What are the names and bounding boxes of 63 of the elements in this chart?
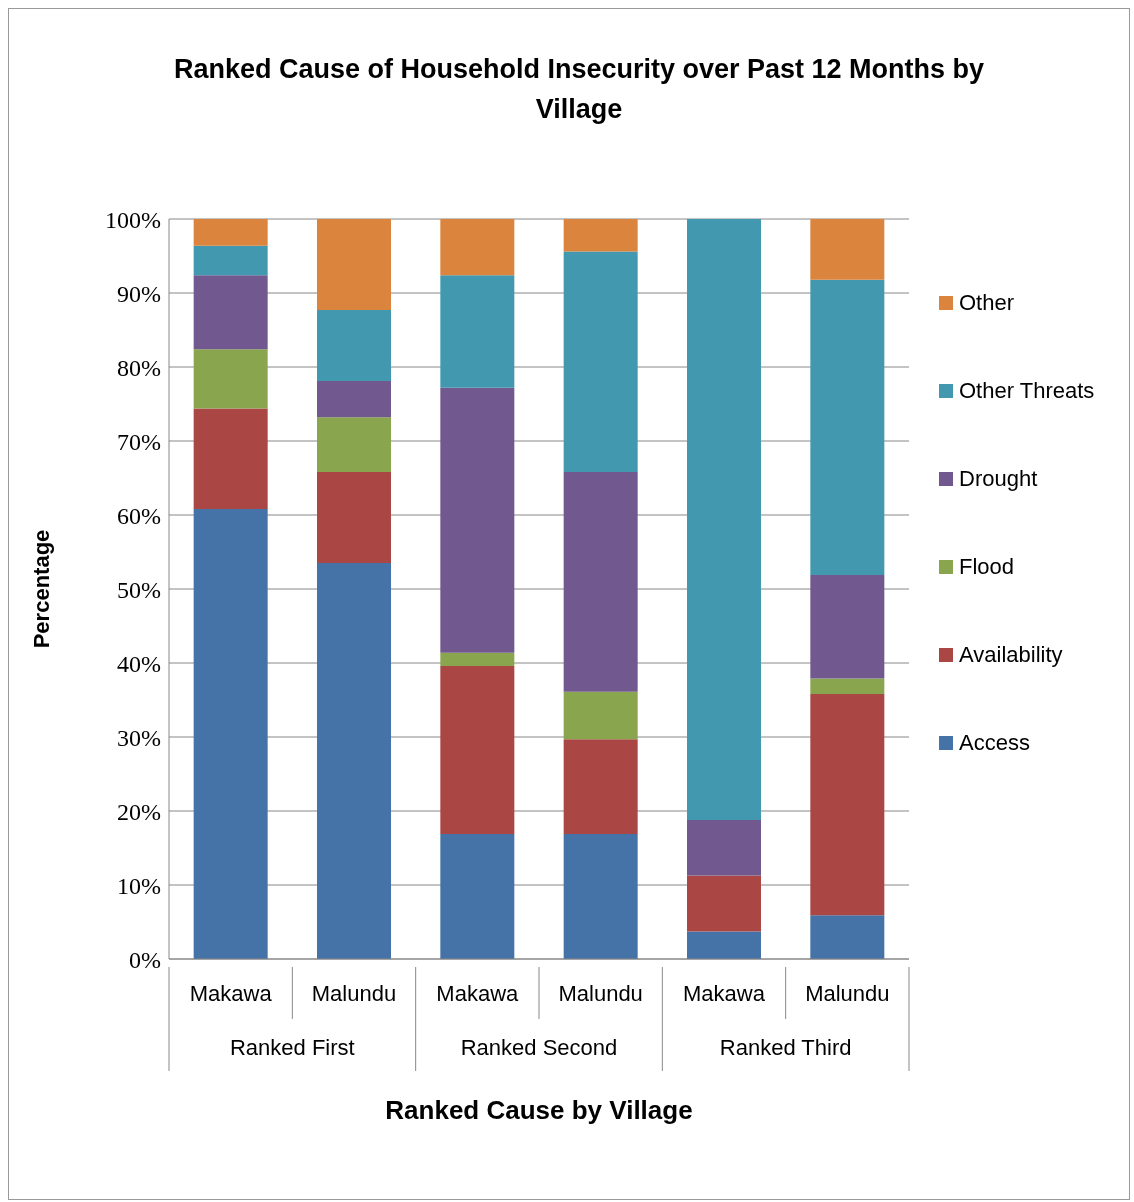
y-tick-label: 90% (117, 280, 161, 307)
y-tick-label: 50% (117, 576, 161, 603)
legend-label: Access (959, 730, 1030, 756)
legend-label: Drought (959, 466, 1038, 492)
bar (810, 915, 885, 959)
bar (317, 563, 391, 959)
x-tick-label: Makawa (683, 981, 766, 1006)
x-tick-label: Makawa (436, 981, 520, 1006)
bar (687, 219, 761, 820)
y-tick-label: 30% (117, 724, 161, 751)
bar (193, 349, 268, 409)
bar (810, 574, 885, 679)
bar (440, 219, 515, 276)
bar (317, 219, 391, 311)
x-tick-label: Makawa (189, 981, 273, 1006)
text: Ranked Third (719, 1035, 852, 1060)
y-tick-label: 20% (117, 798, 161, 825)
bar (440, 387, 515, 653)
bar (687, 931, 761, 959)
text: Ranked Second (460, 1035, 618, 1060)
bar (563, 833, 638, 959)
y-tick-label: 80% (117, 354, 161, 381)
bar (317, 381, 391, 418)
bar (687, 875, 761, 932)
bar (563, 691, 638, 740)
bar (440, 833, 515, 959)
bar (563, 251, 638, 473)
legend-label: Availability (959, 642, 1063, 668)
bar (810, 694, 885, 916)
bar (317, 417, 391, 473)
bar (440, 275, 515, 388)
y-tick-label: 100% (105, 206, 161, 233)
bar (563, 219, 638, 252)
bar (810, 678, 885, 695)
bar (317, 472, 391, 564)
chart-title: Ranked Cause of Household Insecurity over Past 12 Months by Village (172, 53, 986, 126)
bar (317, 310, 391, 382)
legend-label: Flood (959, 554, 1015, 580)
x-tick-label: Malundu (558, 981, 643, 1006)
bar (810, 219, 885, 280)
bar (563, 739, 638, 834)
y-tick-label: 0% (129, 946, 161, 973)
bar (193, 245, 268, 276)
y-tick-label: 70% (117, 428, 161, 455)
bar (193, 509, 268, 959)
bar (440, 652, 515, 666)
x-axis-title: Ranked Cause by Village (385, 1095, 693, 1125)
bar (193, 275, 268, 350)
bar (193, 219, 268, 246)
legend-label: Other Threats (959, 378, 1095, 404)
y-tick-label: 10% (117, 872, 161, 899)
x-tick-label: Malundu (805, 981, 890, 1006)
bar (440, 665, 515, 834)
y-tick-label: 60% (117, 502, 161, 529)
x-tick-label: Malundu (311, 981, 397, 1006)
legend-label: Other (959, 290, 1015, 316)
bar (193, 408, 268, 510)
bar (810, 279, 885, 575)
bar (687, 819, 761, 876)
y-tick-label: 40% (117, 650, 161, 677)
text: Ranked First (229, 1035, 355, 1060)
y-axis-title: Percentage (28, 529, 54, 649)
bar (563, 472, 638, 692)
